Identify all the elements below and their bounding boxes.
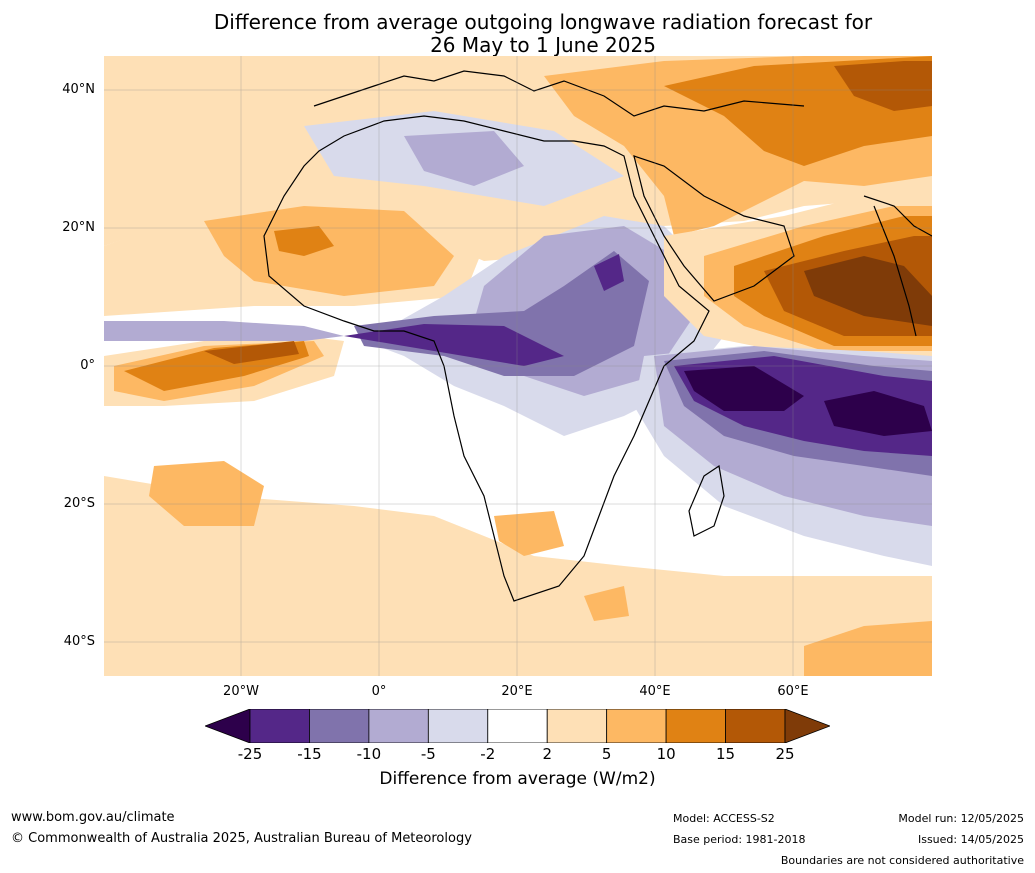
- anomaly-region-southern-africa-orange: [494, 511, 564, 556]
- colorbar-segment: [725, 708, 786, 744]
- anomaly-region-arabiansea-extreme: [804, 256, 932, 326]
- map-panel: [104, 56, 933, 676]
- arabia-coastline: [633, 155, 795, 302]
- lon-label-60e: 60°E: [777, 684, 809, 699]
- colorbar-segment: [606, 708, 667, 744]
- anomaly-region-iran-strong: [834, 61, 932, 111]
- anomaly-region-westafrica-orange: [204, 206, 454, 296]
- colorbar-tick-label: -2: [480, 745, 496, 763]
- colorbar-tick-label: -25: [237, 745, 263, 763]
- africa-coastline: [263, 115, 710, 602]
- footer-issued: Issued: 14/05/2025: [917, 833, 1024, 846]
- colorbar-arrow-left: [203, 708, 251, 744]
- colorbar-segment: [309, 708, 370, 744]
- colorbar-tick-label: 15: [716, 745, 736, 763]
- map-title-line2: 26 May to 1 June 2025: [430, 33, 656, 57]
- map-title-line1: Difference from average outgoing longwav…: [213, 10, 873, 34]
- lat-label-0: 0°: [80, 358, 95, 373]
- lon-label-0: 0°: [371, 684, 387, 699]
- lon-label-20e: 20°E: [501, 684, 533, 699]
- anomaly-region-sahara-purple: [404, 131, 524, 186]
- colorbar-segment: [249, 708, 310, 744]
- colorbar-segment: [368, 708, 429, 744]
- anomaly-region-south-indian-orange: [804, 621, 932, 676]
- lat-label-40s: 40°S: [63, 634, 95, 649]
- olr-anomaly-map: [104, 56, 933, 676]
- lat-label-40n: 40°N: [62, 82, 95, 97]
- colorbar-arrow-right: [784, 708, 832, 744]
- colorbar-tick-label: -5: [420, 745, 436, 763]
- colorbar-segment: [665, 708, 726, 744]
- anomaly-region-sudan-purple-strong: [594, 254, 624, 291]
- lat-label-20n: 20°N: [62, 220, 95, 235]
- colorbar-tick-label: 10: [656, 745, 676, 763]
- colorbar-tick-label: 25: [775, 745, 795, 763]
- anomaly-region-atlantic-strong: [204, 341, 299, 364]
- footer-disclaimer: Boundaries are not considered authoritat…: [780, 854, 1024, 867]
- colorbar-tick-label: 2: [542, 745, 552, 763]
- colorbar-segment: [487, 708, 548, 744]
- anomaly-region-south-light-orange: [104, 476, 932, 676]
- colorbar-segment: [546, 708, 608, 744]
- footer-copyright: © Commonwealth of Australia 2025, Austra…: [11, 831, 472, 846]
- colorbar-tick-label: -15: [297, 745, 322, 763]
- anomaly-region-south-atlantic-orange: [149, 461, 264, 526]
- madagascar-coastline: [688, 464, 725, 537]
- lat-label-20s: 20°S: [63, 496, 95, 511]
- anomaly-region-westafrica-dark-orange: [274, 226, 334, 256]
- india-coastline: [863, 195, 933, 337]
- anomaly-region-central-purple-strong: [344, 324, 564, 366]
- colorbar-segment: [427, 708, 489, 744]
- colorbar-tick-label: -10: [356, 745, 382, 763]
- footer-base-period: Base period: 1981-2018: [673, 833, 806, 846]
- colorbar: [203, 708, 832, 744]
- colorbar-graphic: [203, 708, 832, 744]
- lon-label-20w: 20°W: [223, 684, 259, 699]
- colorbar-label: Difference from average (W/m2): [379, 769, 656, 789]
- anomaly-region-atlantic-purple-strip: [104, 321, 344, 341]
- lon-label-40e: 40°E: [639, 684, 671, 699]
- europe-coastline: [313, 70, 805, 117]
- colorbar-tick-label: 5: [601, 745, 612, 763]
- map-gridlines: [104, 56, 932, 676]
- footer-website: www.bom.gov.au/climate: [11, 810, 175, 825]
- anomaly-region-indianocean-purple-extreme: [684, 366, 932, 436]
- anomaly-region-south-small-orange: [584, 586, 629, 621]
- footer-model-run: Model run: 12/05/2025: [898, 812, 1024, 825]
- footer-model: Model: ACCESS-S2: [673, 812, 775, 825]
